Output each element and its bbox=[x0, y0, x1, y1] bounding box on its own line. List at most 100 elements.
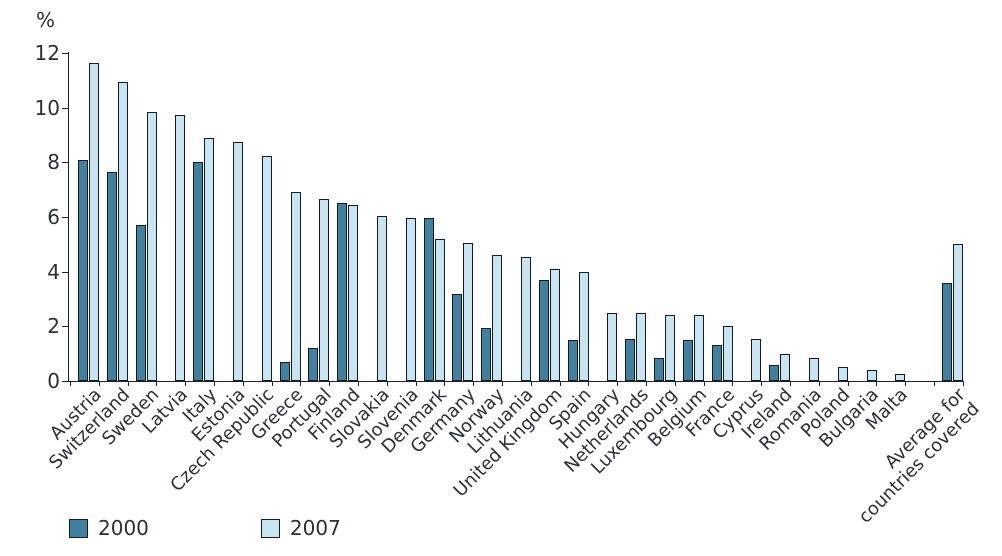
bar-germany-2000 bbox=[452, 294, 463, 381]
y-tick bbox=[62, 217, 68, 219]
bar-malta-2007 bbox=[895, 374, 906, 381]
bar-france-2007 bbox=[722, 326, 733, 381]
bar-average-for-countries-covered-2007 bbox=[953, 244, 963, 381]
y-tick bbox=[62, 326, 68, 328]
chart-legend: 2000 2007 bbox=[69, 516, 341, 540]
bar-portugal-2007 bbox=[319, 199, 330, 381]
bar-estonia-2007 bbox=[233, 142, 243, 381]
y-tick bbox=[62, 381, 68, 382]
bar-portugal-2000 bbox=[308, 348, 319, 381]
bar-italy-2007 bbox=[204, 138, 215, 381]
x-tick bbox=[358, 381, 359, 386]
bar-bulgaria-2007 bbox=[866, 370, 877, 381]
bar-greece-2000 bbox=[279, 362, 290, 381]
legend-swatch-2000 bbox=[69, 518, 88, 538]
x-tick bbox=[502, 381, 503, 386]
bar-hungary-2007 bbox=[607, 313, 618, 381]
y-tick-label: 6 bbox=[47, 205, 60, 230]
bar-finland-2007 bbox=[348, 205, 359, 381]
y-tick-label: 10 bbox=[34, 95, 60, 120]
y-tick bbox=[62, 53, 68, 55]
bar-italy-2000 bbox=[193, 162, 204, 381]
x-tick bbox=[386, 381, 388, 386]
bar-spain-2007 bbox=[578, 272, 589, 381]
bar-norway-2000 bbox=[481, 328, 492, 381]
x-tick bbox=[156, 381, 158, 386]
y-tick-label: 4 bbox=[47, 259, 60, 284]
y-tick-label: 2 bbox=[47, 314, 60, 339]
bar-denmark-2000 bbox=[423, 218, 434, 381]
bar-sweden-2000 bbox=[135, 225, 146, 381]
bar-belgium-2007 bbox=[693, 315, 704, 381]
bar-united-kingdom-2007 bbox=[549, 269, 560, 381]
bar-lithuania-2007 bbox=[521, 257, 531, 381]
bar-finland-2000 bbox=[337, 203, 348, 381]
bar-slovenia-2007 bbox=[405, 218, 416, 381]
x-tick bbox=[588, 381, 590, 386]
bar-poland-2007 bbox=[837, 367, 848, 381]
bar-luxembourg-2007 bbox=[665, 315, 675, 381]
x-tick bbox=[617, 381, 619, 386]
bar-romania-2007 bbox=[809, 358, 819, 381]
bar-switzerland-2000 bbox=[106, 172, 117, 381]
legend-swatch-2007 bbox=[260, 518, 280, 538]
bar-austria-2007 bbox=[89, 63, 99, 381]
x-tick bbox=[905, 381, 907, 386]
legend-label-2007: 2007 bbox=[289, 516, 341, 540]
bar-spain-2000 bbox=[567, 340, 578, 381]
x-tick bbox=[444, 381, 446, 386]
x-tick bbox=[214, 381, 215, 386]
y-tick bbox=[62, 271, 68, 273]
bar-ireland-2007 bbox=[780, 354, 791, 381]
x-tick bbox=[962, 381, 964, 386]
y-axis-line bbox=[68, 52, 69, 381]
legend-label-2000: 2000 bbox=[98, 516, 149, 540]
y-tick-label: 0 bbox=[47, 369, 60, 393]
x-tick bbox=[674, 381, 676, 386]
bar-luxembourg-2000 bbox=[654, 358, 664, 381]
x-tick bbox=[530, 381, 532, 386]
bar-netherlands-2007 bbox=[636, 313, 647, 381]
bar-united-kingdom-2000 bbox=[538, 280, 549, 381]
x-tick bbox=[876, 381, 878, 386]
bar-norway-2007 bbox=[492, 255, 503, 381]
x-tick bbox=[790, 381, 791, 386]
x-tick bbox=[559, 381, 561, 386]
x-tick bbox=[300, 381, 302, 386]
bar-latvia-2007 bbox=[175, 115, 186, 381]
y-tick-label: 12 bbox=[34, 41, 60, 66]
x-tick bbox=[415, 381, 417, 386]
bar-netherlands-2000 bbox=[625, 339, 636, 381]
x-axis-line bbox=[68, 381, 963, 382]
x-tick bbox=[732, 381, 734, 386]
y-tick bbox=[62, 162, 68, 164]
bar-slovakia-2007 bbox=[377, 216, 387, 381]
bar-denmark-2007 bbox=[434, 239, 445, 381]
bar-austria-2000 bbox=[78, 160, 88, 381]
x-tick bbox=[646, 381, 647, 386]
bar-germany-2007 bbox=[463, 243, 474, 381]
y-tick-label: 8 bbox=[47, 150, 60, 175]
x-tick bbox=[127, 381, 129, 386]
x-tick bbox=[473, 381, 475, 386]
x-tick bbox=[98, 381, 100, 386]
bar-cyprus-2007 bbox=[751, 339, 762, 381]
y-axis-unit-label: % bbox=[36, 8, 56, 32]
x-tick bbox=[242, 381, 244, 386]
x-tick bbox=[703, 381, 705, 386]
x-tick bbox=[271, 381, 273, 386]
bar-sweden-2007 bbox=[146, 112, 157, 381]
x-tick bbox=[818, 381, 820, 386]
bar-switzerland-2007 bbox=[117, 82, 128, 381]
x-tick bbox=[761, 381, 763, 386]
x-tick bbox=[185, 381, 187, 386]
bar-france-2000 bbox=[711, 345, 722, 381]
bar-greece-2007 bbox=[290, 192, 301, 381]
x-tick bbox=[847, 381, 849, 386]
bar-belgium-2000 bbox=[682, 340, 693, 381]
x-tick bbox=[329, 381, 331, 386]
x-tick bbox=[934, 381, 935, 386]
bar-czech-republic-2007 bbox=[261, 156, 272, 381]
bar-ireland-2000 bbox=[769, 365, 780, 381]
